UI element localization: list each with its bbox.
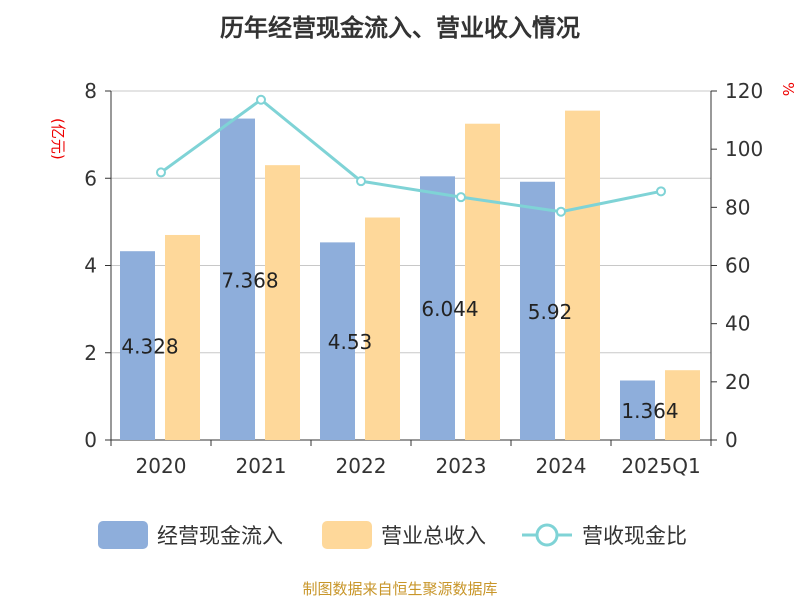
y-tick-label: 2	[84, 341, 97, 365]
bar-经营现金流入	[520, 181, 555, 441]
x-tick-label: 2023	[436, 454, 487, 478]
bar-经营现金流入	[220, 118, 255, 441]
chart-title: 历年经营现金流入、营业收入情况	[220, 14, 580, 42]
y2-tick-label: 40	[725, 312, 750, 336]
data-label: 6.044	[421, 297, 478, 321]
legend-label: 营收现金比	[582, 524, 687, 548]
y-axis-label: (亿元)	[49, 118, 67, 160]
y2-tick-label: 100	[725, 137, 763, 161]
bar-营业总收入	[365, 217, 400, 440]
y2-tick-label: 120	[725, 79, 763, 103]
chart: 02468020406080100120(亿元)%20204.32820217.…	[49, 79, 797, 549]
data-label: 4.53	[328, 330, 373, 354]
line-point	[556, 206, 566, 217]
data-label: 1.364	[621, 399, 678, 423]
x-tick-label: 2024	[536, 454, 587, 478]
y2-axis-label: %	[779, 82, 797, 96]
legend-label: 营业总收入	[381, 524, 486, 548]
bar-营业总收入	[665, 370, 700, 440]
line-point	[256, 94, 266, 105]
bar-经营现金流入	[120, 251, 155, 440]
bar-营业总收入	[165, 234, 200, 440]
data-label: 4.328	[121, 335, 178, 359]
line-营收现金比	[160, 97, 662, 214]
x-tick-label: 2025Q1	[621, 454, 700, 478]
y2-tick-label: 60	[725, 254, 750, 278]
data-label: 7.368	[221, 268, 278, 292]
x-tick-label: 2022	[336, 454, 387, 478]
x-tick-label: 2020	[136, 454, 187, 478]
source-note: 制图数据来自恒生聚源数据库	[302, 580, 498, 598]
y2-tick-label: 20	[725, 370, 750, 394]
y-tick-label: 8	[84, 79, 97, 103]
legend-swatch	[322, 521, 372, 549]
y-tick-label: 0	[84, 428, 97, 452]
bar-经营现金流入	[420, 176, 455, 440]
y2-tick-label: 80	[725, 195, 750, 219]
bar-经营现金流入	[620, 380, 655, 440]
line-point	[156, 167, 166, 178]
line-point	[656, 186, 666, 197]
x-tick-label: 2021	[236, 454, 287, 478]
legend-swatch	[98, 521, 148, 549]
line-point	[356, 176, 366, 187]
bar-经营现金流入	[320, 242, 355, 440]
bar-营业总收入	[465, 123, 500, 440]
y-tick-label: 6	[84, 166, 97, 190]
legend-marker	[535, 523, 559, 547]
data-label: 5.92	[528, 300, 573, 324]
line-point	[456, 192, 466, 203]
y-tick-label: 4	[84, 254, 97, 278]
legend-label: 经营现金流入	[157, 524, 283, 548]
bar-营业总收入	[265, 165, 300, 440]
y2-tick-label: 0	[725, 428, 738, 452]
bar-营业总收入	[565, 110, 600, 440]
